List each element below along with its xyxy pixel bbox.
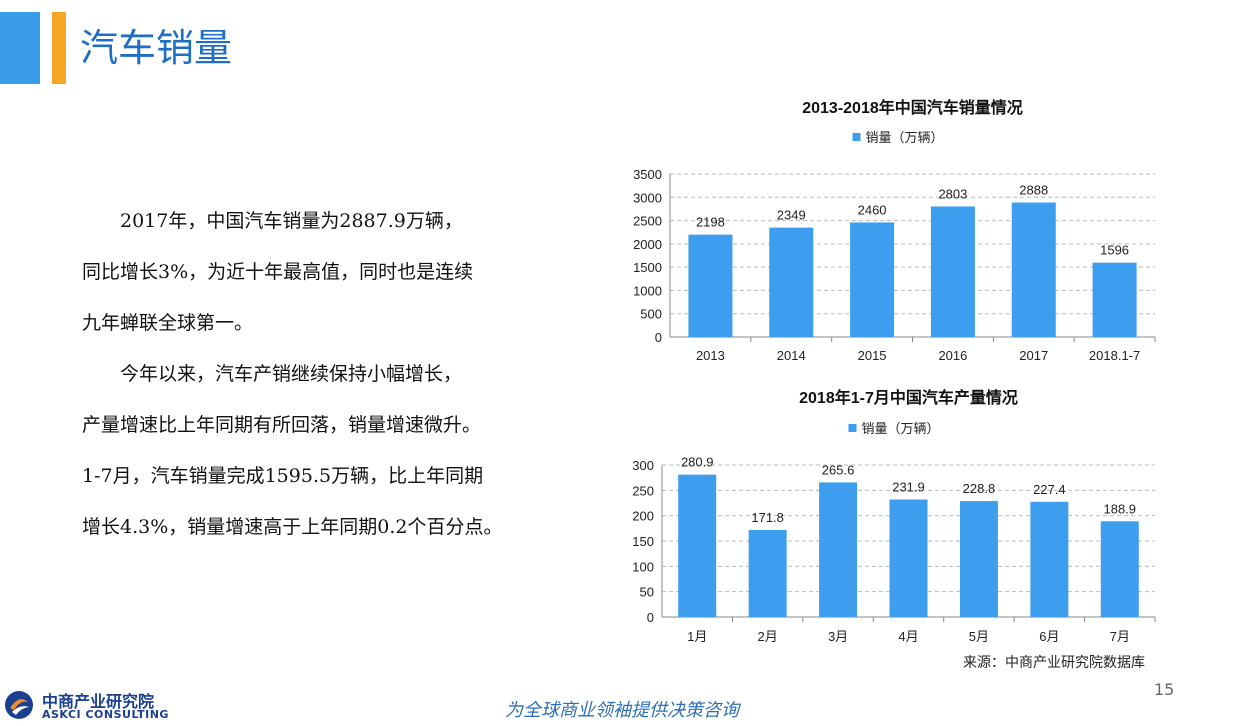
data-label: 1596 [1100,243,1129,258]
y-tick-label: 250 [632,483,654,498]
x-tick-label: 6月 [1039,629,1059,644]
data-label: 188.9 [1104,501,1137,516]
data-label: 171.8 [751,510,784,525]
data-label: 227.4 [1033,482,1066,497]
bar [1100,521,1139,617]
bar [1011,202,1056,337]
y-tick-label: 2500 [633,214,662,229]
bar [959,501,998,617]
bar [748,529,787,617]
source-note: 来源：中商产业研究院数据库 [963,655,1145,671]
bar [1030,501,1069,617]
legend-label: 销量（万辆） [866,130,944,145]
legend-swatch [848,424,857,432]
bar [688,234,733,337]
charts-area: 2013-2018年中国汽车销量情况销量（万辆）0500100015002000… [632,98,1156,644]
data-label: 2349 [777,208,806,223]
bar [769,227,814,337]
y-tick-label: 300 [632,458,654,473]
y-tick-label: 50 [640,585,654,600]
y-tick-label: 100 [632,559,654,574]
x-tick-label: 2016 [938,348,967,363]
page-title: 汽车销量 [80,26,233,70]
bar [819,482,858,617]
header-accent-orange [52,12,66,84]
x-tick-label: 2014 [777,348,806,363]
bar [930,206,975,337]
paragraph-line: 增长4.3%，销量增速高于上年同期0.2个百分点。 [82,516,503,538]
x-tick-label: 2018.1-7 [1089,348,1140,363]
slogan: 为全球商业领袖提供决策咨询 [505,700,739,721]
bar [1092,262,1137,337]
data-label: 265.6 [822,462,855,477]
y-tick-label: 0 [647,610,654,625]
data-label: 231.9 [892,480,925,495]
logo-text-cn: 中商产业研究院 [42,692,155,711]
data-label: 2888 [1019,183,1048,198]
paragraph-line: 同比增长3%，为近十年最高值，同时也是连续 [82,261,474,283]
body-text: 2017年，中国汽车销量为2887.9万辆， 同比增长3%，为近十年最高值，同时… [82,196,602,553]
x-tick-label: 1月 [687,629,707,644]
logo-text-en: ASKCI CONSULTING [42,708,169,721]
header-accent-blue [0,12,40,84]
y-tick-label: 2000 [633,237,662,252]
data-label: 2198 [696,215,725,230]
data-label: 228.8 [963,481,996,496]
data-label: 2460 [858,202,887,217]
y-tick-label: 200 [632,509,654,524]
x-tick-label: 4月 [898,629,918,644]
bar [850,222,895,337]
y-tick-label: 3000 [633,190,662,205]
company-logo: 中商产业研究院 ASKCI CONSULTING [4,688,174,726]
x-tick-label: 2月 [758,629,778,644]
bar [678,474,717,617]
paragraph-line: 1-7月，汽车销量完成1595.5万辆，比上年同期 [82,465,484,487]
chart-title: 2018年1-7月中国汽车产量情况 [799,388,1018,407]
paragraph-line: 2017年，中国汽车销量为2887.9万辆， [120,210,463,232]
paragraph-line: 九年蝉联全球第一。 [82,312,254,334]
x-tick-label: 2017 [1019,348,1048,363]
paragraph-line: 产量增速比上年同期有所回落，销量增速微升。 [82,414,482,436]
y-tick-label: 1500 [633,260,662,275]
y-tick-label: 0 [655,330,662,345]
y-tick-label: 500 [640,307,662,322]
x-tick-label: 5月 [969,629,989,644]
legend-label: 销量（万辆） [862,421,940,436]
x-tick-label: 7月 [1110,629,1130,644]
page-number: 15 [1154,680,1175,699]
data-label: 280.9 [681,455,714,470]
paragraph-line: 今年以来，汽车产销继续保持小幅增长， [120,363,463,385]
y-tick-label: 1000 [633,283,662,298]
legend-swatch [852,133,861,141]
chart-title: 2013-2018年中国汽车销量情况 [802,98,1023,117]
logo-icon [5,691,33,719]
x-tick-label: 2013 [696,348,725,363]
x-tick-label: 2015 [858,348,887,363]
bar [889,499,928,617]
x-tick-label: 3月 [828,629,848,644]
data-label: 2803 [938,186,967,201]
y-tick-label: 3500 [633,167,662,182]
y-tick-label: 150 [632,534,654,549]
